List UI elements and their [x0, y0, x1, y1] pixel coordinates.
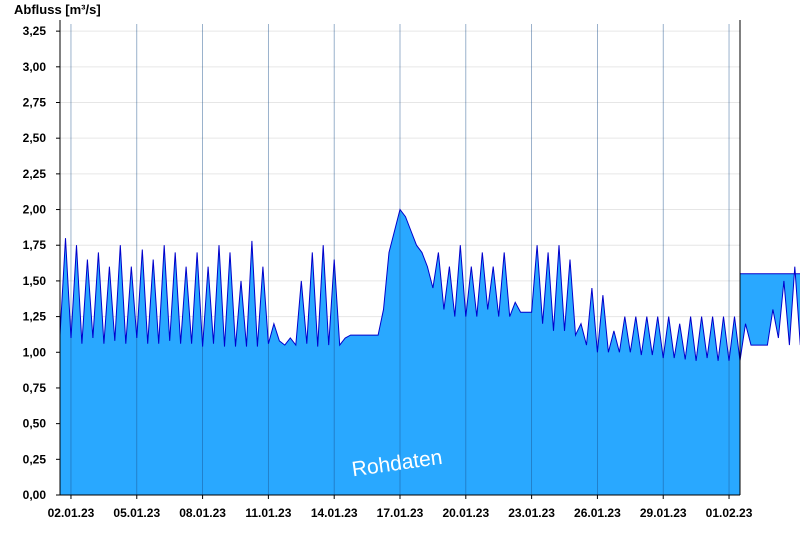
y-axis-title: Abfluss [m³/s] [14, 2, 101, 17]
x-tick-label: 23.01.23 [508, 506, 555, 520]
x-tick-label: 29.01.23 [640, 506, 687, 520]
x-tick-label: 26.01.23 [574, 506, 621, 520]
y-tick-label: 1,50 [23, 274, 47, 288]
x-tick-label: 05.01.23 [113, 506, 160, 520]
y-ticks: 0,00 0,25 0,50 0,75 1,00 1,25 1,50 1,75 2,00 2,25… [23, 24, 60, 502]
x-tick-label: 20.01.23 [442, 506, 489, 520]
discharge-line [59, 208, 800, 361]
y-tick-label: 2,50 [23, 131, 47, 145]
y-tick-label: 3,25 [23, 24, 47, 38]
y-tick-label: 0,00 [23, 488, 47, 502]
discharge-area [60, 209, 800, 495]
y-tick-label: 1,75 [23, 238, 47, 252]
y-tick-label: 2,00 [23, 203, 47, 217]
x-tick-label: 14.01.23 [311, 506, 358, 520]
y-tick-label: 1,00 [23, 345, 47, 359]
y-tick-label: 2,25 [23, 167, 47, 181]
y-tick-label: 1,25 [23, 310, 47, 324]
x-tick-label: 08.01.23 [179, 506, 226, 520]
y-tick-label: 2,75 [23, 96, 47, 110]
y-tick-label: 0,50 [23, 417, 47, 431]
x-ticks: 02.01.23 05.01.23 08.01.23 11.01.23 14.01.23… [48, 495, 753, 520]
y-tick-label: 0,75 [23, 381, 47, 395]
x-tick-label: 02.01.23 [48, 506, 95, 520]
x-tick-label: 11.01.23 [245, 506, 291, 520]
y-tick-label: 3,00 [23, 60, 47, 74]
x-tick-label: 01.02.23 [706, 506, 753, 520]
x-tick-label: 17.01.23 [377, 506, 424, 520]
y-tick-label: 0,25 [23, 452, 47, 466]
